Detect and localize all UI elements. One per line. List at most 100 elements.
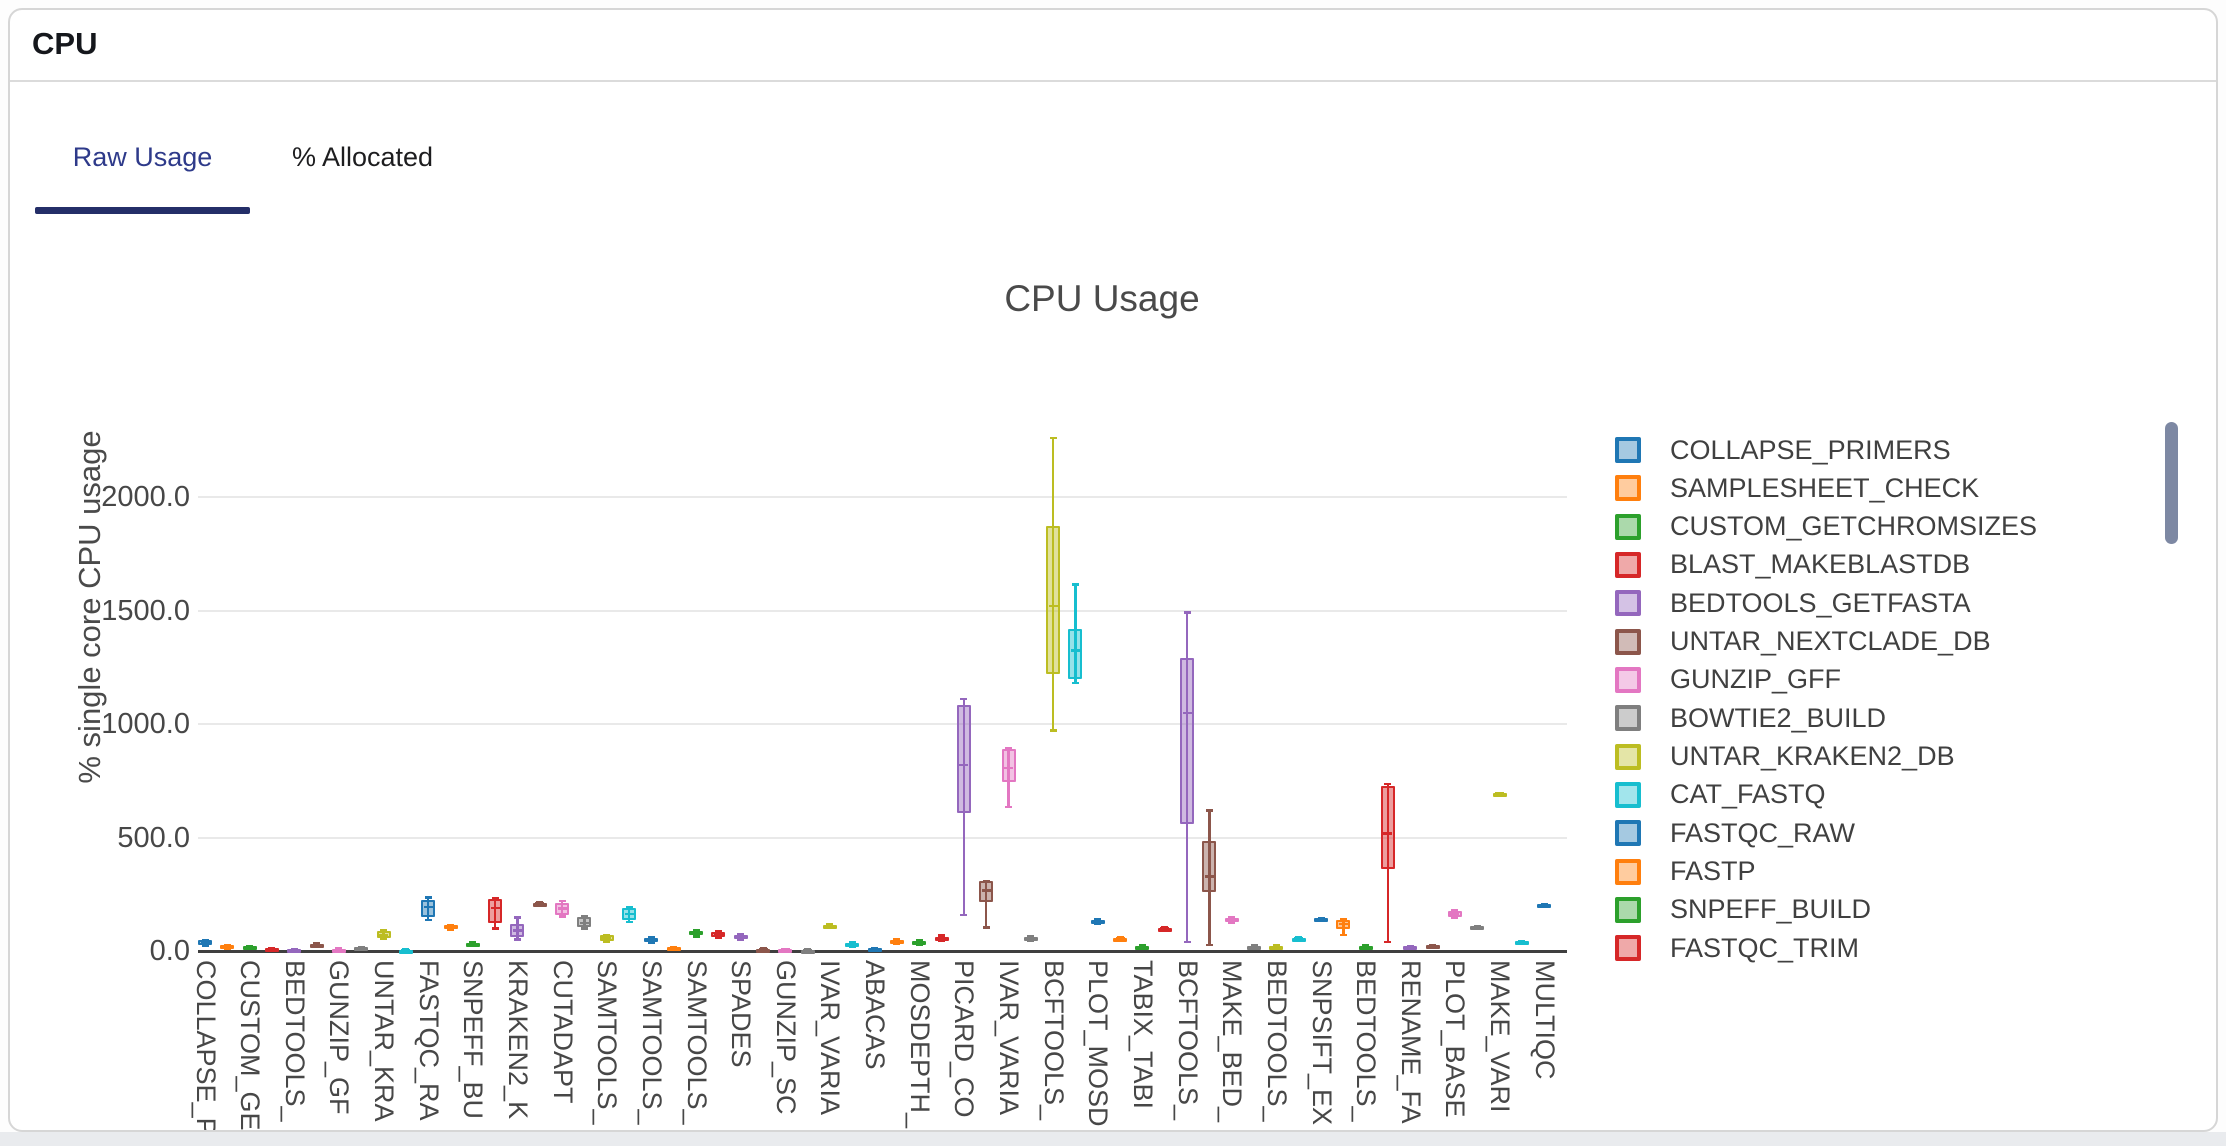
legend-item-GUNZIP_GFF[interactable]: GUNZIP_GFF: [1615, 661, 1841, 699]
median-line: [602, 936, 612, 940]
whisker-cap-low: [201, 944, 209, 947]
median-line: [1472, 925, 1482, 929]
median-line: [669, 946, 679, 950]
legend-item-SNPEFF_BUILD[interactable]: SNPEFF_BUILD: [1615, 891, 1871, 929]
legend-label: SNPEFF_BUILD: [1670, 894, 1872, 925]
whisker-line: [962, 698, 966, 916]
header-divider: [10, 80, 2216, 82]
legend-item-FASTP[interactable]: FASTP: [1615, 853, 1756, 891]
median-line: [490, 906, 500, 910]
legend-item-CUSTOM_GETCHROMSIZES[interactable]: CUSTOM_GETCHROMSIZES: [1615, 508, 2037, 546]
whisker-cap-high: [380, 929, 388, 932]
whisker-line: [426, 897, 430, 921]
x-tick-label: IVAR_VARIA: [994, 960, 1025, 1116]
whisker-cap-low: [1384, 940, 1392, 944]
median-line: [1004, 766, 1014, 770]
whisker-line: [984, 881, 988, 928]
whisker-line: [1051, 437, 1055, 731]
median-line: [780, 948, 790, 951]
whisker-cap-high: [938, 934, 946, 937]
x-tick-label: IVAR_VARIA: [815, 960, 846, 1116]
median-line: [1450, 912, 1460, 916]
x-tick-label: GUNZIP_SC: [770, 960, 801, 1115]
median-line: [937, 937, 947, 940]
legend-item-BLAST_MAKEBLASTDB[interactable]: BLAST_MAKEBLASTDB: [1615, 546, 1970, 584]
whisker-cap-low: [1049, 729, 1057, 732]
legend-item-FASTQC_RAW[interactable]: FASTQC_RAW: [1615, 814, 1855, 852]
whisker-cap-high: [893, 937, 901, 941]
x-tick-label: SAMTOOLS_: [681, 960, 712, 1125]
median-line: [758, 948, 768, 951]
legend-item-UNTAR_NEXTCLADE_DB[interactable]: UNTAR_NEXTCLADE_DB: [1615, 623, 1991, 661]
whisker-cap-high: [1384, 782, 1392, 786]
whisker-cap-low: [558, 915, 566, 918]
whisker-cap-high: [1027, 935, 1035, 938]
whisker-line: [1185, 612, 1189, 943]
x-tick-label: PICARD_CO: [949, 960, 980, 1118]
whisker-cap-low: [625, 920, 633, 924]
legend-label: SAMPLESHEET_CHECK: [1670, 472, 1980, 503]
x-tick-label: SAMTOOLS_: [592, 960, 623, 1125]
median-line: [222, 945, 232, 948]
tab-raw-usage[interactable]: Raw Usage: [72, 142, 213, 172]
median-line: [736, 935, 746, 939]
legend-label: CAT_FASTQ: [1670, 779, 1826, 810]
median-line: [1539, 904, 1549, 907]
x-tick-label: SPADES: [726, 960, 757, 1068]
whisker-line: [1386, 783, 1390, 943]
whisker-cap-high: [848, 941, 856, 944]
legend-item-SAMPLESHEET_CHECK[interactable]: SAMPLESHEET_CHECK: [1615, 469, 1979, 507]
median-line: [289, 949, 299, 952]
legend-item-UNTAR_KRAKEN2_DB[interactable]: UNTAR_KRAKEN2_DB: [1615, 738, 1955, 776]
whisker-line: [516, 917, 519, 940]
whisker-cap-high: [603, 933, 611, 937]
x-tick-label: MULTIQC: [1529, 960, 1560, 1080]
legend-swatch-icon: [1615, 475, 1641, 502]
median-line: [200, 941, 210, 944]
whisker-cap-high: [491, 896, 499, 900]
legend-item-BOWTIE2_BUILD[interactable]: BOWTIE2_BUILD: [1615, 699, 1886, 737]
legend-item-FASTQC_TRIM[interactable]: FASTQC_TRIM: [1615, 929, 1859, 967]
whisker-cap-low: [424, 918, 432, 922]
whisker-cap-low: [1228, 921, 1236, 925]
legend-swatch-icon: [1615, 666, 1641, 693]
whisker-cap-low: [692, 935, 700, 938]
x-tick-label: MAKE_BED_: [1217, 960, 1248, 1123]
whisker-line: [493, 897, 497, 929]
x-tick-label: SNPSIFT_EX: [1306, 960, 1337, 1126]
median-line: [959, 763, 969, 767]
whisker-cap-high: [1094, 918, 1102, 921]
iqr-box: [1380, 785, 1395, 869]
tab-bar: Raw Usage % Allocated: [35, 142, 450, 173]
legend-label: FASTQC_TRIM: [1670, 932, 1860, 963]
tab-percent-allocated[interactable]: % Allocated: [291, 142, 434, 172]
legend-swatch-icon: [1615, 437, 1641, 463]
legend-scrollbar[interactable]: [2165, 422, 2178, 544]
legend-label: CUSTOM_GETCHROMSIZES: [1670, 511, 2038, 542]
page-background-strip: [0, 1132, 2226, 1146]
whisker-cap-high: [1540, 902, 1548, 906]
legend-item-CAT_FASTQ[interactable]: CAT_FASTQ: [1615, 776, 1826, 814]
whisker-cap-high: [1138, 944, 1146, 947]
x-tick-label: KRAKEN2_K: [502, 960, 533, 1120]
gridline-1000.0: [198, 723, 1567, 726]
whisker-cap-high: [1339, 918, 1347, 921]
whisker-cap-low: [982, 926, 990, 929]
whisker-cap-low: [1005, 805, 1013, 809]
median-line: [1026, 937, 1036, 940]
median-line: [1405, 945, 1415, 949]
whisker-cap-high: [647, 936, 655, 939]
whisker-cap-high: [580, 915, 588, 918]
whisker-line: [1007, 748, 1010, 808]
legend-swatch-icon: [1615, 896, 1641, 923]
x-tick-label: UNTAR_KRA: [369, 960, 400, 1122]
whisker-cap-high: [1228, 916, 1236, 919]
cpu-panel-card: CPU Raw Usage % Allocated CPU Usage % si…: [8, 8, 2218, 1132]
legend-item-BEDTOOLS_GETFASTA[interactable]: BEDTOOLS_GETFASTA: [1615, 584, 1971, 622]
whisker-cap-high: [223, 943, 231, 947]
legend-item-COLLAPSE_PRIMERS[interactable]: COLLAPSE_PRIMERS: [1615, 431, 1951, 469]
chart-title: CPU Usage: [1004, 278, 1200, 319]
whisker-cap-high: [357, 945, 365, 949]
median-line: [646, 939, 656, 942]
whisker-cap-high: [692, 929, 700, 932]
